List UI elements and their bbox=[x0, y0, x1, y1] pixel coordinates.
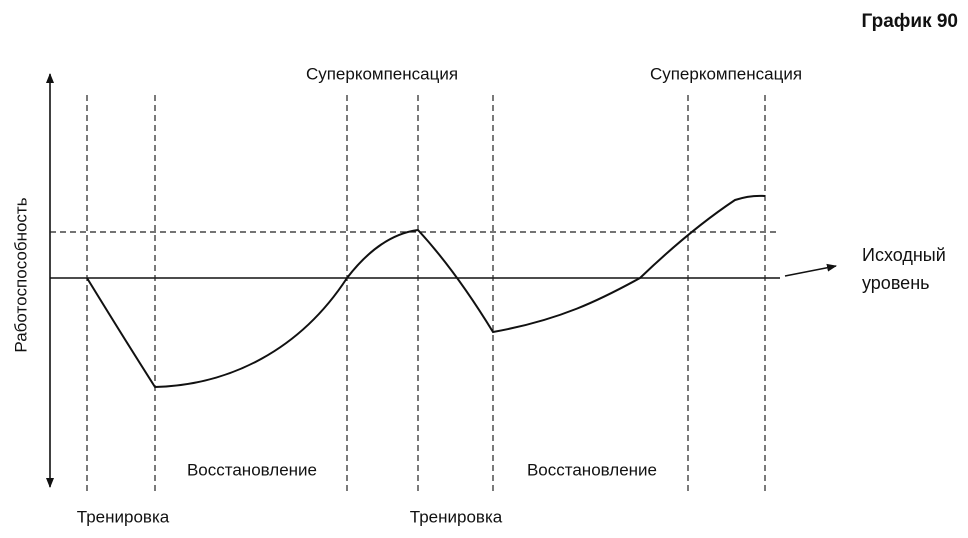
phase-dividers bbox=[86, 95, 766, 495]
baseline-label: уровень bbox=[862, 273, 930, 293]
y-axis-label: Работоспособность bbox=[11, 197, 30, 352]
recovery-label: Восстановление bbox=[187, 460, 317, 479]
baseline-arrow bbox=[784, 263, 837, 277]
training-label: Тренировка bbox=[410, 507, 503, 526]
title: График 90 bbox=[862, 11, 958, 32]
performance-curve bbox=[86, 194, 766, 389]
training-label: Тренировка bbox=[77, 507, 170, 526]
recovery-label: Восстановление bbox=[527, 460, 657, 479]
baseline-label: Исходный bbox=[862, 245, 946, 265]
supercompensation-label: Суперкомпенсация bbox=[650, 64, 802, 83]
supercompensation-label: Суперкомпенсация bbox=[306, 64, 458, 83]
